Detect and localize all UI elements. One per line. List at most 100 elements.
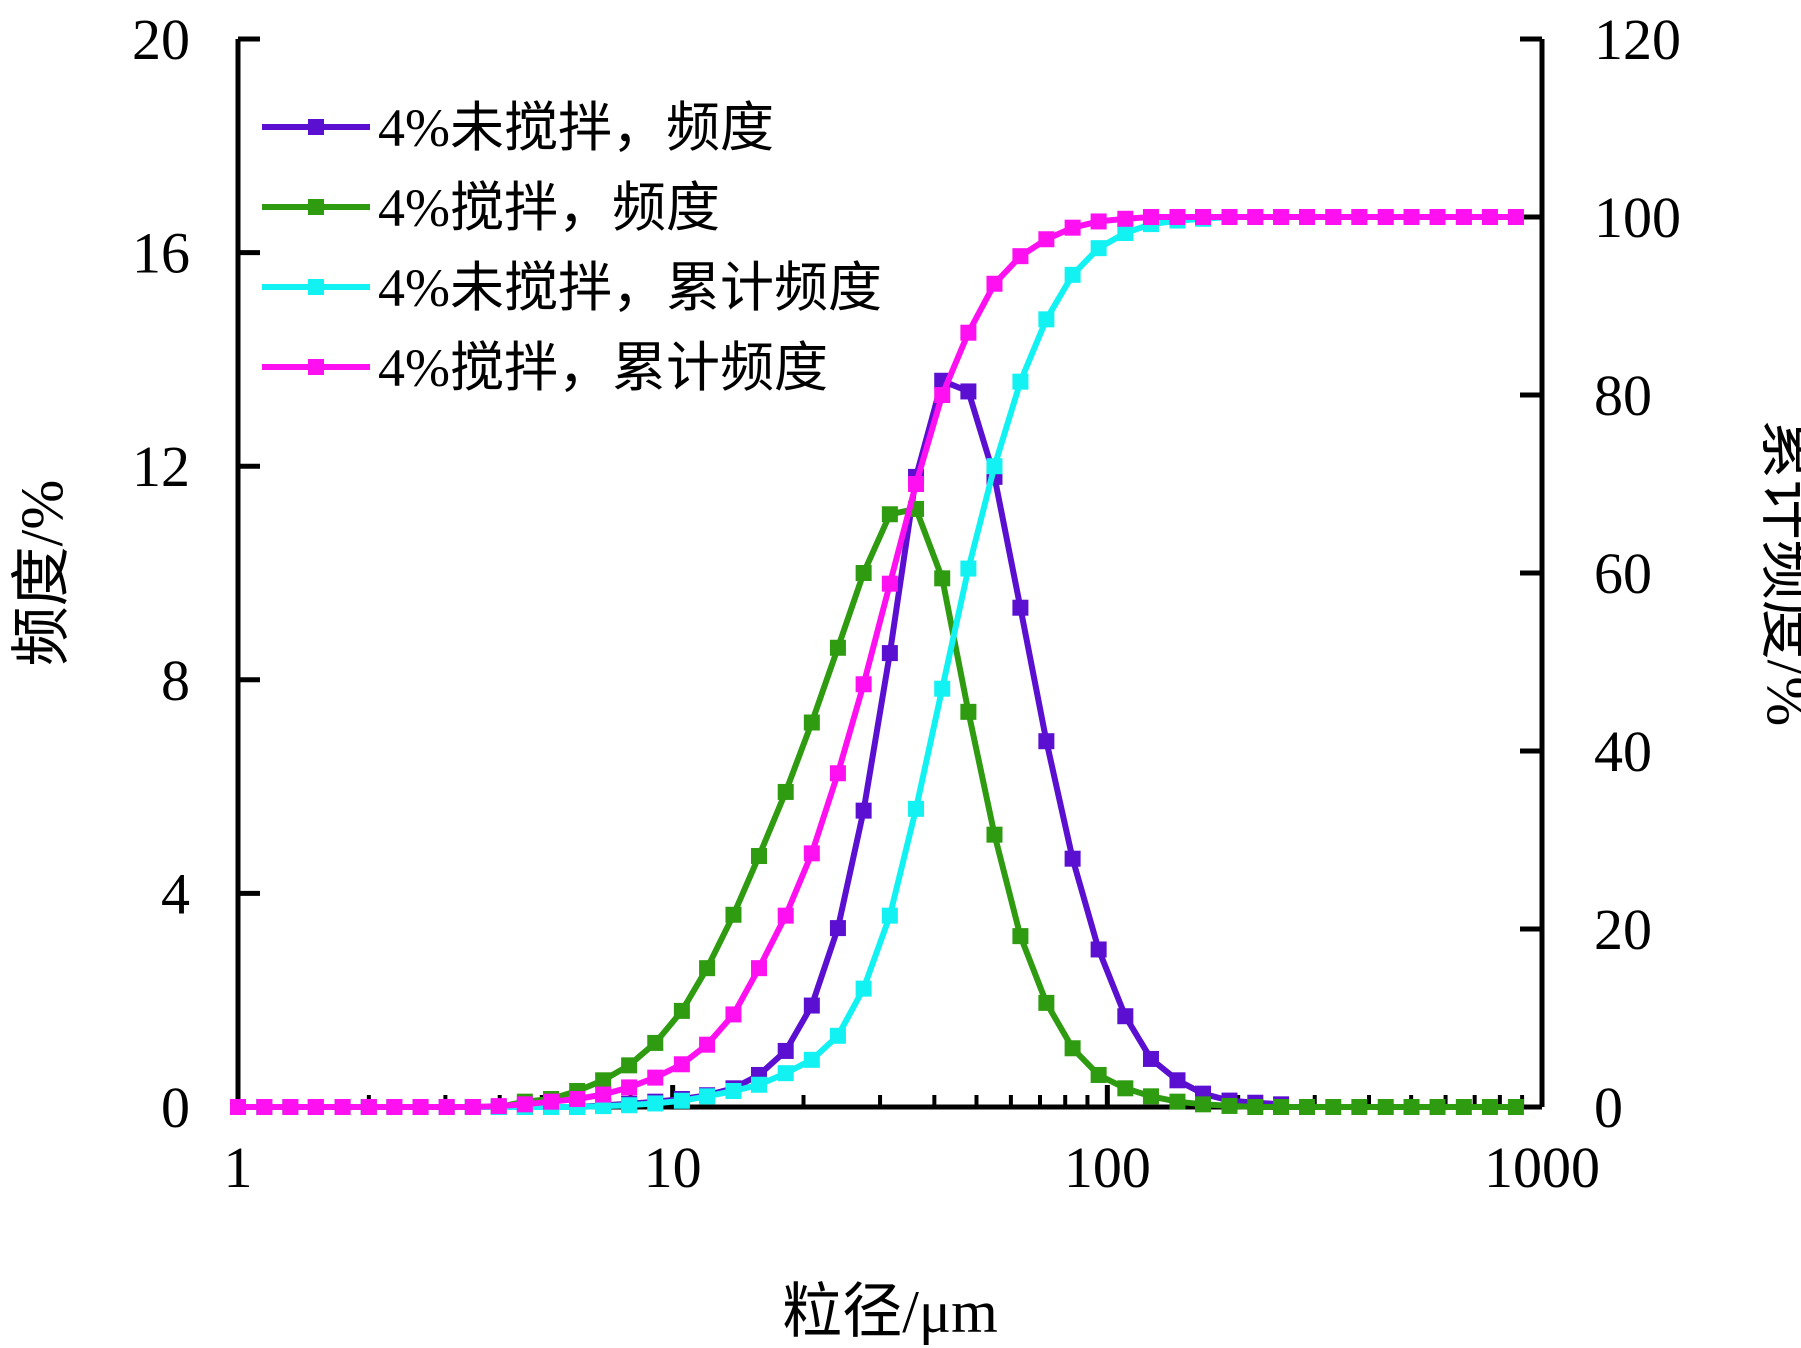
data-point bbox=[1169, 1093, 1186, 1110]
data-point bbox=[1377, 209, 1394, 225]
data-point bbox=[569, 1090, 586, 1107]
data-point bbox=[595, 1086, 612, 1103]
data-point bbox=[751, 960, 768, 977]
data-point bbox=[1403, 209, 1420, 225]
data-point bbox=[777, 783, 794, 800]
data-point bbox=[464, 1099, 481, 1115]
data-point bbox=[1455, 209, 1472, 225]
data-point bbox=[1038, 231, 1055, 248]
data-point bbox=[1142, 209, 1159, 225]
data-point bbox=[1273, 209, 1290, 225]
data-point bbox=[1090, 213, 1107, 230]
data-point bbox=[256, 1099, 273, 1115]
data-point bbox=[673, 1056, 690, 1073]
data-point bbox=[412, 1099, 429, 1115]
data-point bbox=[647, 1069, 664, 1086]
y-left-tick-label: 4 bbox=[161, 861, 190, 926]
data-point bbox=[1064, 219, 1081, 236]
data-point bbox=[725, 1006, 742, 1023]
legend-marker bbox=[308, 279, 324, 295]
legend-label: 4%未搅拌，累计频度 bbox=[378, 258, 882, 318]
data-point bbox=[673, 1002, 690, 1019]
data-point bbox=[1169, 209, 1186, 225]
data-point bbox=[1012, 248, 1029, 265]
data-point bbox=[1012, 599, 1029, 616]
y-right-tick-label: 40 bbox=[1594, 719, 1652, 784]
data-point bbox=[334, 1099, 351, 1115]
data-point bbox=[908, 476, 925, 492]
data-point bbox=[725, 906, 742, 923]
data-point bbox=[1507, 209, 1524, 225]
data-point bbox=[699, 960, 716, 977]
data-point bbox=[1064, 1040, 1081, 1057]
x-tick-label: 100 bbox=[1064, 1135, 1151, 1200]
data-point bbox=[881, 506, 898, 523]
data-point bbox=[881, 907, 898, 924]
y-right-tick-label: 120 bbox=[1594, 7, 1681, 72]
data-point bbox=[1481, 1099, 1498, 1115]
data-point bbox=[595, 1072, 612, 1089]
data-point bbox=[1351, 1099, 1368, 1115]
series-1 bbox=[230, 372, 1290, 1115]
data-point bbox=[986, 826, 1003, 843]
data-point bbox=[1169, 1072, 1186, 1089]
data-point bbox=[1247, 1099, 1264, 1115]
series-2 bbox=[230, 500, 1524, 1115]
data-point bbox=[1247, 209, 1264, 225]
data-point bbox=[1377, 1099, 1394, 1115]
data-point bbox=[986, 458, 1003, 475]
data-point bbox=[438, 1099, 455, 1115]
data-point bbox=[1117, 1080, 1134, 1097]
data-point bbox=[960, 560, 977, 577]
data-point bbox=[855, 802, 872, 819]
data-point bbox=[934, 387, 951, 403]
data-point bbox=[829, 1027, 846, 1044]
data-point bbox=[1325, 1099, 1342, 1115]
data-point bbox=[647, 1095, 664, 1112]
data-point bbox=[777, 1065, 794, 1082]
data-point bbox=[1195, 1096, 1212, 1113]
data-point bbox=[1455, 1099, 1472, 1115]
data-point bbox=[855, 980, 872, 997]
data-point bbox=[1403, 1099, 1420, 1115]
data-point bbox=[829, 639, 846, 656]
data-point bbox=[751, 848, 768, 865]
y-left-tick-label: 16 bbox=[132, 221, 190, 286]
data-point bbox=[1064, 266, 1081, 283]
data-point bbox=[1012, 928, 1029, 945]
data-point bbox=[986, 275, 1003, 292]
data-point bbox=[307, 1099, 324, 1115]
y-right-tick-label: 60 bbox=[1594, 541, 1652, 606]
legend-marker bbox=[308, 119, 324, 135]
data-point bbox=[1325, 209, 1342, 225]
data-point bbox=[1038, 311, 1055, 328]
data-point bbox=[699, 1036, 716, 1053]
data-point bbox=[699, 1088, 716, 1105]
legend-item: 4%搅拌，累计频度 bbox=[262, 338, 828, 398]
data-point bbox=[1351, 209, 1368, 225]
y-axis-right-title: 累计频度/% bbox=[1755, 420, 1801, 727]
series-line bbox=[238, 505, 1516, 1110]
data-point bbox=[1142, 1088, 1159, 1105]
data-point bbox=[1117, 225, 1134, 242]
data-point bbox=[960, 383, 977, 400]
data-point bbox=[829, 765, 846, 782]
legend-item: 4%搅拌，频度 bbox=[262, 178, 720, 238]
data-point bbox=[621, 1057, 638, 1074]
data-point bbox=[282, 1099, 299, 1115]
y-left-tick-label: 12 bbox=[132, 434, 190, 499]
legend-item: 4%未搅拌，累计频度 bbox=[262, 258, 882, 318]
data-point bbox=[855, 565, 872, 581]
data-point bbox=[1221, 209, 1238, 225]
y-right-tick-label: 80 bbox=[1594, 363, 1652, 428]
data-point bbox=[647, 1034, 664, 1051]
data-point bbox=[1429, 1099, 1446, 1115]
data-point bbox=[1090, 1066, 1107, 1083]
data-point bbox=[803, 997, 820, 1014]
x-axis-title: 粒径/μm bbox=[782, 1279, 998, 1345]
x-tick-label: 1000 bbox=[1484, 1135, 1600, 1200]
data-point bbox=[803, 714, 820, 731]
data-point bbox=[1090, 240, 1107, 257]
